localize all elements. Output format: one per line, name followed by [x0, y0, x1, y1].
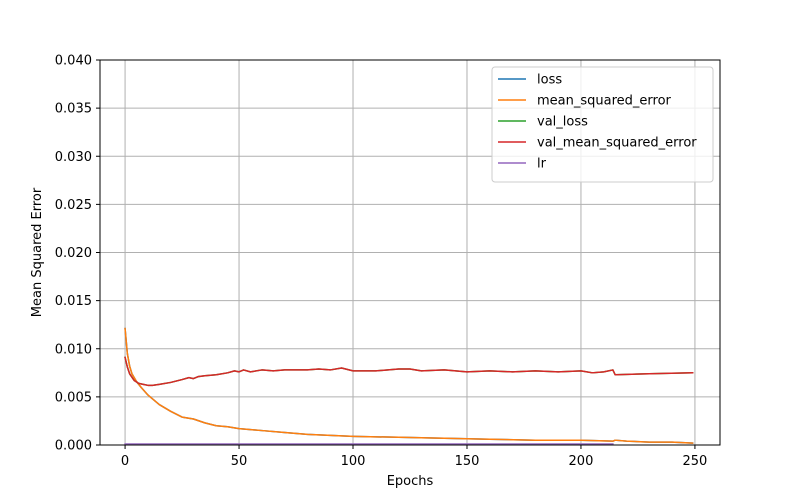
series-line-val-mean-squared-error [124, 356, 694, 387]
legend-label-loss: loss [537, 73, 562, 88]
x-tick-label: 100 [341, 454, 366, 469]
legend-box [491, 66, 714, 183]
x-tick-label: 250 [683, 454, 708, 469]
series-line-mean-squared-error [124, 327, 694, 444]
x-tick-label: 150 [455, 454, 480, 469]
y-tick-label: 0.040 [55, 54, 92, 69]
x-tick-label: 200 [569, 454, 594, 469]
y-tick-label: 0.000 [55, 439, 92, 454]
x-tick-label: 0 [121, 454, 129, 469]
legend-label-mean-squared-error: mean_squared_error [537, 94, 672, 109]
y-tick-label: 0.030 [55, 150, 92, 165]
legend-label-val-mean-squared-error: val_mean_squared_error [537, 136, 697, 151]
x-axis-label: Epochs [387, 474, 434, 489]
axis-ticks: 0 50 100 150 200 250 0.000 0.005 0.010 0.015 0.020… [55, 54, 708, 470]
y-tick-label: 0.015 [55, 294, 92, 309]
plot-series [124, 327, 694, 445]
legend-label-val-loss: val_loss [537, 115, 588, 130]
legend: loss mean_squared_error val_loss val_mean_s… [491, 66, 714, 183]
legend-label-lr: lr [537, 157, 547, 172]
y-tick-label: 0.020 [55, 246, 92, 261]
y-tick-label: 0.010 [55, 342, 92, 357]
x-tick-label: 50 [231, 454, 248, 469]
y-axis-label: Mean Squared Error [30, 187, 45, 317]
y-tick-label: 0.005 [55, 390, 92, 405]
y-tick-label: 0.025 [55, 198, 92, 213]
y-tick-label: 0.035 [55, 102, 92, 117]
